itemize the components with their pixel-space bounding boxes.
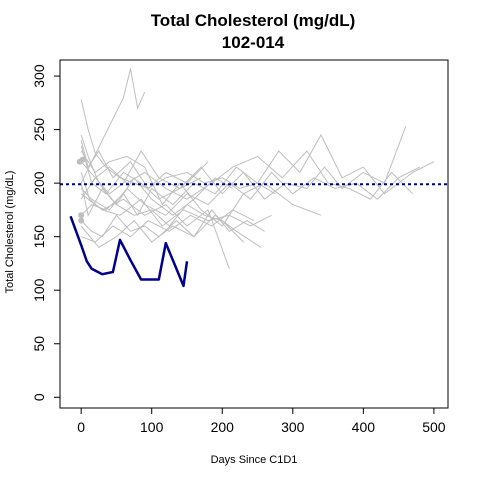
background-series-line-13 [80, 150, 414, 200]
background-series-line-2 [80, 68, 146, 184]
background-series-line-15 [80, 166, 421, 216]
y-tick-label: 100 [31, 278, 47, 302]
x-tick-label: 500 [422, 419, 446, 435]
background-series-line-4 [80, 133, 435, 217]
y-axis: 0 50 100 150 200 250 300 [31, 64, 61, 401]
background-series-line-16 [80, 140, 209, 190]
x-tick-label: 0 [77, 419, 85, 435]
y-tick-label: 200 [31, 171, 47, 195]
x-axis: 0 100 200 300 400 500 [77, 407, 446, 435]
background-series-line-7 [80, 209, 265, 238]
marker-point-2 [78, 212, 85, 219]
y-tick-label: 300 [31, 64, 47, 88]
chart-subtitle: 102-014 [222, 33, 285, 52]
y-tick-label: 0 [31, 393, 47, 401]
x-axis-label: Days Since C1D1 [211, 454, 298, 466]
y-tick-label: 250 [31, 118, 47, 142]
y-tick-label: 50 [31, 336, 47, 352]
plot-area-frame [59, 59, 449, 409]
x-tick-label: 200 [211, 419, 235, 435]
background-series-line-9 [81, 209, 255, 243]
background-series-line-12 [80, 145, 202, 200]
x-tick-label: 100 [140, 419, 164, 435]
background-series-line-14 [80, 182, 244, 243]
highlight-series-line [69, 215, 189, 288]
highlight-series-group [69, 215, 189, 288]
marker-point-4 [79, 156, 86, 163]
x-tick-label: 300 [281, 419, 305, 435]
y-tick-label: 150 [31, 225, 47, 249]
background-series-group [80, 68, 435, 269]
background-series-line-6 [80, 150, 322, 227]
marker-group [76, 156, 86, 224]
marker-point-3 [78, 217, 85, 224]
background-series-line-1 [80, 99, 276, 195]
chart-title: Total Cholesterol (mg/dL) [151, 11, 356, 30]
background-series-line-10 [80, 214, 262, 249]
x-tick-label: 400 [352, 419, 376, 435]
background-series-line-11 [80, 193, 230, 269]
y-axis-label: Total Cholesterol (mg/dL) [4, 171, 16, 294]
